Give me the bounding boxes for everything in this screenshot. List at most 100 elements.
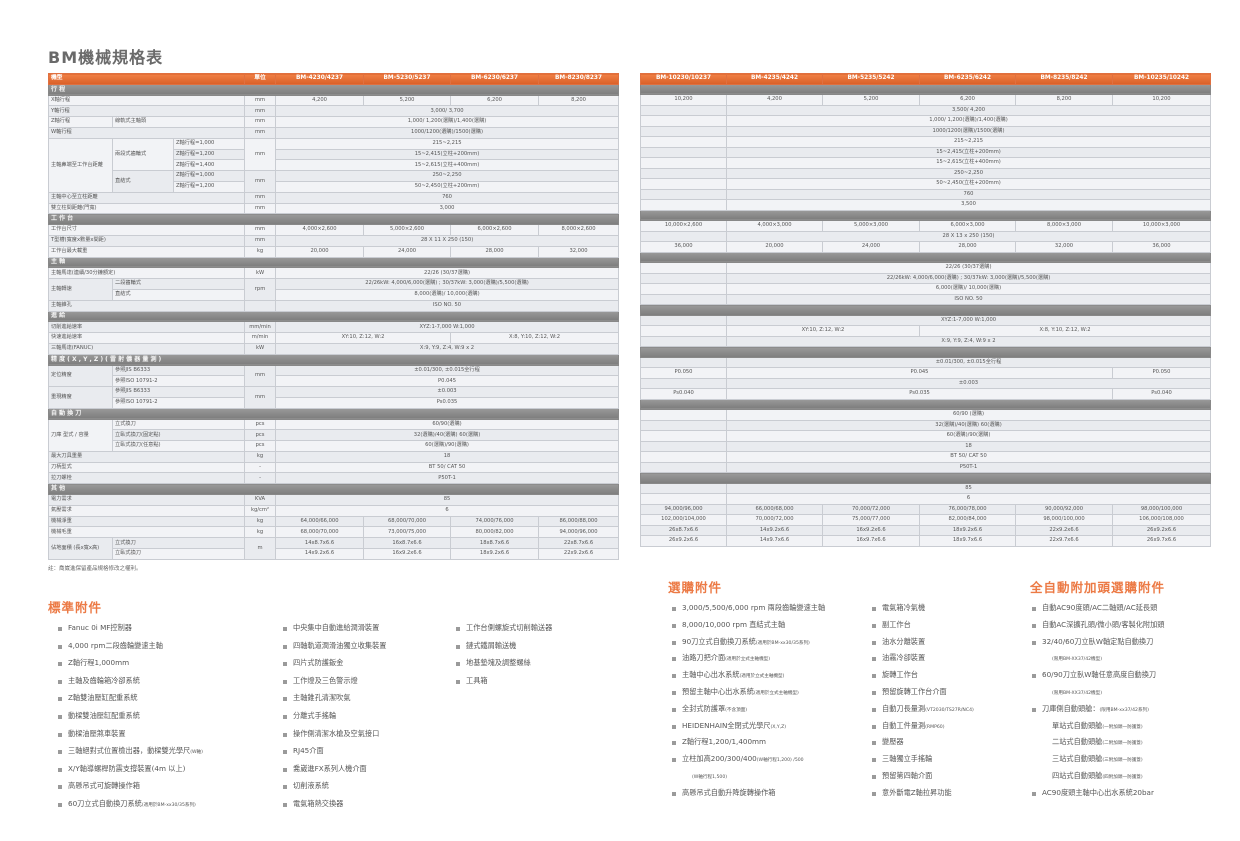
spec-label: 參照JIS B6333 (111, 364, 246, 377)
spec-row: P50T-1 (640, 461, 1211, 473)
spec-value: 18x9.2x6.6 (919, 524, 1016, 536)
spec-unit: mm (244, 202, 277, 215)
spec-row: 刀庫 型式 / 容量 立式換刀 pcs 60/90(選購) (48, 418, 620, 452)
spec-unit: mm (244, 191, 277, 204)
spec-value: 32(選購)/40(選購) 60(選購) (726, 419, 1211, 431)
optional-accessories-title: 選購附件 (668, 580, 723, 595)
spec-unit: pcs (244, 418, 277, 431)
spec-row: BT 50/ CAT 50 (640, 451, 1211, 463)
spec-unit: mm (244, 137, 277, 172)
spec-value: X:8, Y:10, Z:12, W:2 (450, 332, 620, 344)
spec-label: 主軸鼻端至工作台距離 (48, 137, 113, 193)
spec-row: 參照ISO 10791-2 P0.045 (49, 375, 620, 388)
spec-value: 24,000 (363, 245, 452, 258)
list-item-note: (W軸行程1,500) (692, 774, 728, 780)
spec-value (640, 482, 727, 494)
bullet-icon (672, 724, 676, 729)
spec-unit: mm (244, 364, 277, 388)
list-item: 變壓器 (872, 737, 974, 754)
spec-value: 26x9.2x6.6 (640, 535, 727, 547)
spec-label: Z軸行程=1,200 (172, 180, 246, 193)
spec-value: 6,200 (919, 94, 1016, 106)
bullet-icon (872, 724, 876, 729)
list-item-text: 工作燈及三色警示燈 (293, 675, 358, 685)
list-item-text: 油水分離裝置 (882, 636, 926, 646)
spec-value: 80,000/82,000 (450, 526, 540, 539)
spec-unit: mm (244, 94, 277, 107)
list-item: X/Y軸導螺桿防震支撐裝置(4m 以上) (58, 764, 203, 782)
list-item: 預留第四軸介面 (872, 771, 974, 788)
list-item-text: 主軸中心出水系統 (682, 670, 740, 680)
list-item: (限用BM-XX37/42機型) (1032, 653, 1164, 670)
spec-row: 立臥式換刀(固定點) pcs 32(選購)/40(選購) 60(選購) (49, 429, 620, 442)
spec-value: 73,000/75,000 (363, 526, 452, 539)
spec-value: 76,000/78,000 (919, 503, 1016, 515)
bullet-icon (872, 690, 876, 695)
spec-row: 94,000/96,000 66,000/68,000 70,000/72,000 7… (640, 503, 1211, 515)
list-item-text: HEIDENHAIN全閉式光學尺 (682, 720, 771, 730)
optional-list-col1: 3,000/5,500/6,000 rpm 兩段齒輪變速主軸 8,000/10,0… (672, 603, 825, 805)
spec-row: Z軸行程=1,400 15~2,615(立柱+400mm) (49, 159, 620, 172)
list-item: 4,000 rpm二段齒輪變速主軸 (58, 641, 203, 659)
list-item-text: 油路刀把介面 (682, 653, 726, 663)
spec-value: P0.045 (726, 367, 1113, 379)
spec-row: ISO NO. 50 (640, 293, 1211, 305)
spec-label: 定位精度 (48, 364, 113, 388)
spec-value: XY:10, Z:12, W:2 (726, 325, 920, 337)
spec-row: 主軸馬達(連續/30分鐘額定) kW 22/26 (30/37選購) (47, 267, 620, 280)
spec-unit: - (244, 472, 277, 485)
spec-value (640, 199, 727, 211)
spec-row: 60/90 (選購) (640, 409, 1211, 421)
list-item-note: (適用於立式主軸機型) (725, 657, 771, 663)
spec-value: 26x9.2x6.6 (1112, 524, 1211, 536)
section-heading: 主 軸 (47, 256, 620, 269)
list-item: 自動AC深擴孔頭/微小頭/客製化附加頭 (1032, 620, 1164, 637)
spec-value (640, 419, 727, 431)
bullet-icon (872, 623, 876, 628)
spec-value: 22/26 (30/37選購) (726, 262, 1211, 274)
spec-row: 三軸馬達(FANUC) kW X:9, Y:9, Z:4, W:9 x 2 (47, 342, 620, 355)
spec-value: P0.045 (275, 375, 620, 388)
bullet-icon (283, 767, 287, 772)
spec-value: 4,200 (726, 94, 823, 106)
list-item-note: (RMP60) (925, 724, 945, 730)
list-item: 60/90刀立臥W軸任意高度自動換刀 (1032, 670, 1164, 687)
spec-value: 90,000/92,000 (1015, 503, 1113, 515)
spec-value: 24,000 (822, 241, 920, 253)
list-item-note: (適用於BM-xx30/35系列) (755, 640, 810, 646)
list-item: 8,000/10,000 rpm 直結式主軸 (672, 620, 825, 637)
spec-label: 主軸轉速 (48, 278, 113, 301)
bullet-icon (283, 627, 287, 631)
spec-value: 70,000/72,000 (726, 514, 823, 526)
spec-value: 20,000 (275, 245, 365, 258)
list-item-text: 工具箱 (466, 675, 488, 685)
spec-label: 拉刀螺栓 (47, 472, 246, 485)
spec-label: Z軸行程=1,000 (172, 170, 246, 182)
list-item: AC90度頭主軸中心出水系統20bar (1032, 788, 1164, 805)
list-item: 地基墊塊及調整螺絲 (456, 658, 552, 676)
spec-value: Ps0.035 (726, 388, 1113, 400)
spec-value (640, 461, 727, 473)
section-row (640, 472, 1211, 484)
spec-row: 切削進給速率 mm/min XYZ:1-7,000 W:1,000 (47, 321, 620, 334)
spec-row: 1,000/ 1,200(選購)/1,400(選購) (640, 115, 1211, 127)
spec-value: 1000/1200(選購)/1500(選購) (275, 126, 620, 139)
list-item-note: (三附加頭一防護蓋) (1102, 758, 1143, 764)
section-heading (640, 251, 1211, 263)
bullet-icon (1032, 623, 1036, 628)
list-item: 分離式手搖輪 (283, 711, 386, 729)
header-model-name: BM-5230/5237 (363, 73, 452, 85)
optional-list-col2: 電氣箱冷氣機 副工作台 油水分離裝置 油霧冷卻裝置 旋轉工作台 預留旋轉工作台介面 自動刀長… (872, 603, 974, 805)
list-item-text: 60/90刀立臥W軸任意高度自動換刀 (1042, 670, 1157, 680)
spec-value (640, 104, 727, 116)
header-model-name: BM-5235/5242 (822, 73, 920, 85)
list-item: 四軸軌道潤滑油獨立收集裝置 (283, 641, 386, 659)
list-item-text: Z軸雙油壓缸配重系統 (68, 693, 138, 703)
spec-value: 10,000×2,600 (640, 220, 727, 232)
list-item: 四站式自動頭艙(四附加頭一防護蓋) (1032, 771, 1164, 788)
spec-row: 最大刀具重量 kg 18 (47, 450, 620, 463)
spec-label: 機械淨重 (47, 515, 246, 528)
list-item: Z軸行程1,000mm (58, 658, 203, 676)
spec-value: X:9, Y:9, Z:4, W:9 x 2 (275, 342, 620, 355)
page-title: BM機械規格表 (48, 48, 164, 67)
